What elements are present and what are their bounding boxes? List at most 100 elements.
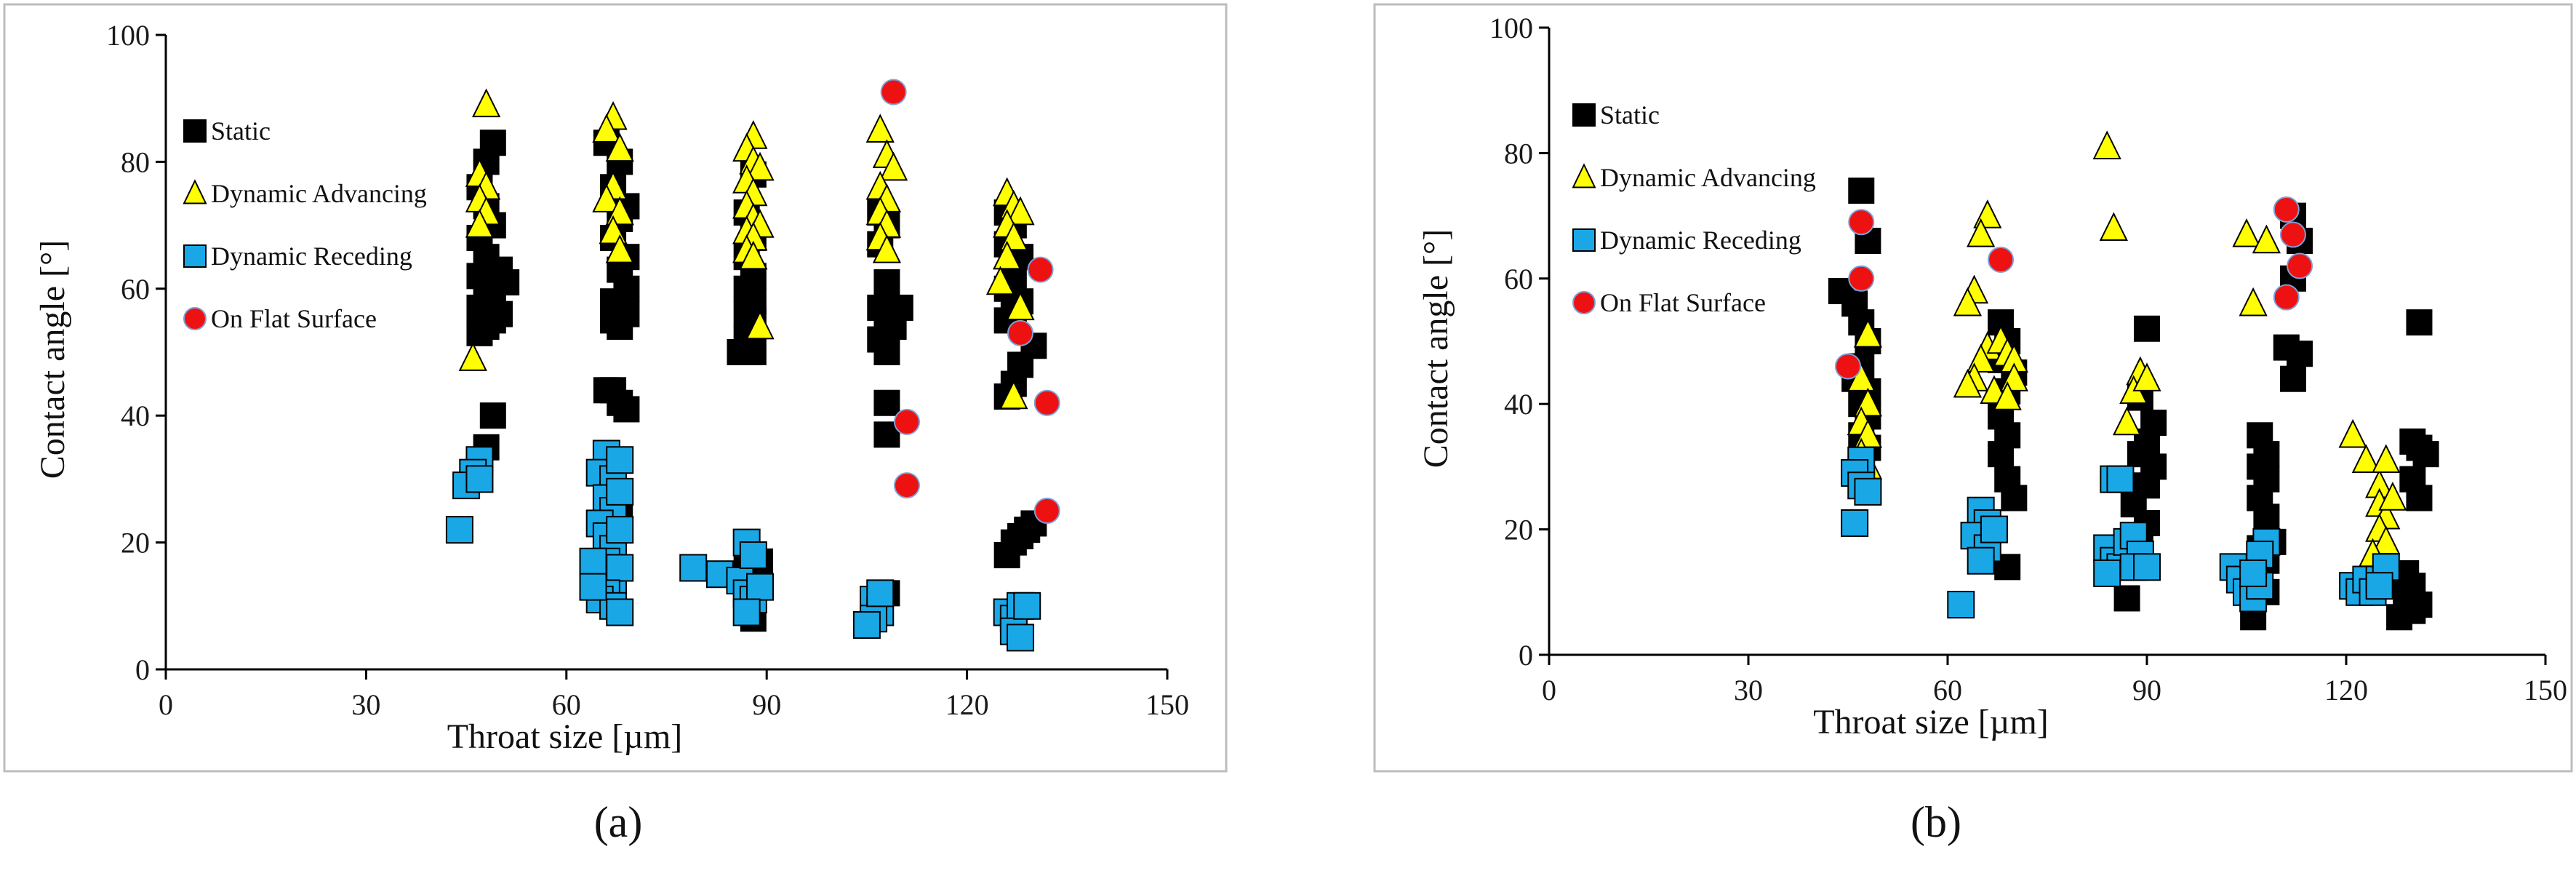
data-point-flat — [1027, 256, 1054, 283]
data-point-advancing — [865, 114, 895, 143]
legend-marker-receding — [1572, 228, 1596, 252]
legend: Static Dynamic Advancing Dynamic Receding O… — [183, 116, 427, 333]
data-point-flat — [893, 408, 920, 435]
data-point-static — [1988, 441, 2015, 468]
legend: Static Dynamic Advancing Dynamic Receding O… — [1572, 100, 1816, 317]
data-point-flat — [1988, 246, 2015, 273]
data-point-advancing — [2372, 444, 2401, 473]
x-tick-label: 0 — [159, 688, 173, 721]
series-receding — [445, 439, 1041, 652]
data-point-advancing — [2132, 362, 2161, 391]
data-point-receding — [606, 554, 634, 582]
y-axis-title: Contact angle [°] — [33, 240, 72, 479]
data-point-flat — [1033, 389, 1060, 416]
legend-label-advancing: Dynamic Advancing — [1600, 163, 1816, 192]
x-tick-label: 150 — [1145, 688, 1189, 721]
data-point-static — [873, 389, 900, 416]
data-point-advancing — [1006, 291, 1035, 321]
data-point-advancing — [872, 234, 902, 263]
data-point-flat — [880, 79, 907, 105]
data-point-advancing — [1853, 318, 1883, 348]
data-point-static — [2001, 485, 2028, 511]
data-point-receding — [579, 573, 607, 601]
x-axis-title: Throat size [µm] — [1813, 703, 2049, 741]
data-point-advancing — [605, 234, 634, 263]
x-tick-label: 120 — [2324, 674, 2368, 706]
data-point-advancing — [1006, 196, 1035, 226]
data-point-flat — [1007, 319, 1034, 346]
data-point-flat — [1835, 353, 1861, 380]
chart-frame — [3, 3, 1228, 773]
series-flat — [1835, 196, 2313, 380]
data-point-advancing — [2351, 444, 2381, 473]
data-point-advancing — [2378, 482, 2407, 511]
data-point-static — [607, 314, 633, 341]
data-point-advancing — [999, 380, 1028, 410]
data-point-advancing — [458, 342, 487, 371]
data-point-static — [887, 294, 913, 321]
data-point-static — [2412, 441, 2439, 468]
y-tick-label: 40 — [121, 399, 150, 432]
data-point-advancing — [2092, 130, 2121, 159]
legend-marker-flat — [183, 307, 207, 330]
legend-label-static: Static — [1600, 100, 1660, 130]
data-point-receding — [606, 598, 634, 626]
data-point-static — [2287, 341, 2313, 367]
data-point-static — [2113, 585, 2140, 612]
data-point-flat — [2287, 252, 2313, 279]
x-axis-title: Throat size [µm] — [447, 717, 683, 756]
data-point-receding — [606, 477, 634, 506]
data-point-static — [466, 319, 493, 346]
data-point-static — [479, 402, 506, 429]
data-point-receding — [579, 547, 607, 576]
y-tick-label: 40 — [1504, 388, 1533, 421]
legend-label-advancing: Dynamic Advancing — [211, 179, 427, 208]
data-point-receding — [606, 446, 634, 474]
data-point-advancing — [2232, 218, 2261, 247]
legend-marker-flat — [1572, 291, 1596, 314]
data-point-advancing — [879, 151, 908, 181]
data-point-static — [2406, 592, 2433, 618]
series-advancing — [458, 88, 1035, 410]
y-tick-label: 0 — [1519, 639, 1533, 672]
data-point-receding — [1013, 592, 1041, 620]
y-tick-label: 80 — [121, 146, 150, 178]
series-receding — [1841, 446, 2400, 619]
data-point-receding — [746, 573, 775, 601]
data-point-receding — [606, 516, 634, 544]
data-point-static — [873, 339, 900, 365]
data-point-flat — [2273, 196, 2300, 223]
legend-label-receding: Dynamic Receding — [1600, 226, 1801, 255]
data-point-advancing — [465, 209, 495, 238]
x-tick-label: 90 — [2132, 674, 2161, 706]
data-point-receding — [1854, 477, 1882, 506]
data-point-receding — [1980, 515, 2008, 543]
data-point-static — [873, 421, 900, 448]
data-point-receding — [739, 541, 767, 570]
x-tick-label: 120 — [945, 688, 989, 721]
legend-marker-static — [1572, 103, 1596, 127]
data-point-receding — [2239, 559, 2268, 587]
data-point-receding — [1841, 509, 1869, 537]
data-point-flat — [1033, 498, 1060, 524]
data-point-receding — [1007, 624, 1035, 652]
data-point-flat — [1848, 265, 1875, 292]
data-point-advancing — [2099, 212, 2128, 242]
data-point-advancing — [2338, 418, 2367, 448]
legend-marker-receding — [183, 244, 207, 268]
chart-frame — [1373, 3, 2573, 773]
x-tick-label: 0 — [1542, 674, 1556, 706]
data-point-flat — [2273, 284, 2300, 311]
data-point-receding — [2106, 465, 2135, 493]
data-point-advancing — [472, 88, 501, 118]
data-point-static — [1848, 178, 1875, 204]
legend-label-receding: Dynamic Receding — [211, 242, 412, 271]
y-tick-label: 100 — [106, 19, 150, 52]
data-point-static — [873, 269, 900, 296]
y-tick-label: 100 — [1489, 12, 1533, 44]
legend-label-static: Static — [211, 116, 271, 146]
data-point-advancing — [993, 240, 1022, 270]
data-point-receding — [866, 579, 895, 608]
x-tick-label: 90 — [752, 688, 781, 721]
